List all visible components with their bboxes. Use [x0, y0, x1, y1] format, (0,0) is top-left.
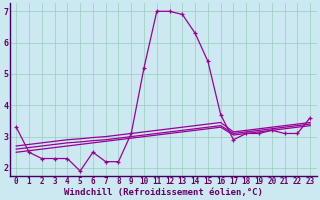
X-axis label: Windchill (Refroidissement éolien,°C): Windchill (Refroidissement éolien,°C) [64, 188, 263, 197]
